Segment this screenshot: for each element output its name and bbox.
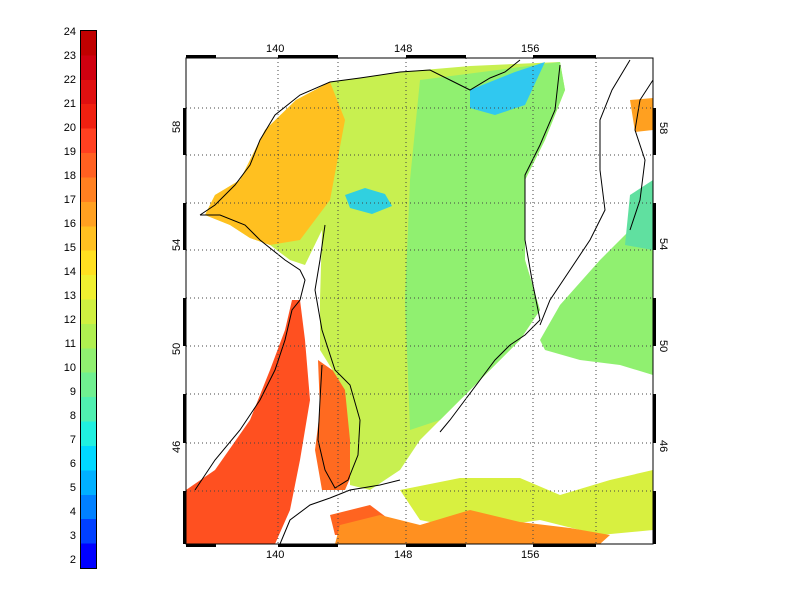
bottom-lon-label: 140: [266, 549, 284, 561]
frame-tick: [183, 203, 186, 250]
colorbar-label: 18: [63, 170, 76, 182]
colorbar-label: 2: [69, 554, 76, 566]
frame-tick: [653, 108, 656, 155]
okhotsk-east-cool: [405, 62, 565, 430]
frame-tick: [406, 55, 466, 58]
coastline-hokkaido: [279, 479, 401, 544]
frame-tick: [533, 544, 596, 547]
left-lat-label: 54: [171, 239, 183, 251]
colorbar-label: 11: [64, 338, 76, 350]
colorbar-label: 17: [63, 194, 76, 206]
colorbar-label: 16: [63, 218, 76, 230]
colorbar-label: 4: [69, 506, 76, 518]
frame-tick: [653, 491, 656, 544]
frame-tick: [183, 491, 186, 544]
colorbar-label: 24: [63, 26, 76, 38]
frame-tick: [183, 394, 186, 443]
frame-tick: [278, 55, 338, 58]
graticule: [186, 58, 653, 544]
right-lat-label: 58: [657, 122, 669, 134]
coastline-sakhalin: [314, 224, 361, 489]
frame-tick: [653, 394, 656, 443]
colorbar-label: 10: [63, 362, 76, 374]
colorbar-label: 13: [63, 290, 76, 302]
top-lon-label: 148: [394, 43, 412, 55]
frame-tick: [406, 544, 466, 547]
frame-tick: [183, 298, 186, 346]
coastlines: [194, 59, 653, 544]
colorbar: [80, 30, 97, 569]
colorbar-label: 8: [69, 410, 76, 422]
colorbar-label: 7: [69, 434, 76, 446]
left-lat-label: 46: [171, 441, 183, 453]
right-lat-label: 50: [657, 340, 669, 352]
south-warm-patches: [335, 510, 610, 544]
colorbar-label: 23: [63, 50, 76, 62]
coastline-kuril: [439, 344, 511, 433]
frame-tick: [653, 298, 656, 346]
cold-patch: [345, 188, 392, 214]
frame-tick: [183, 108, 186, 155]
colorbar-label: 9: [69, 386, 76, 398]
frame-tick: [186, 55, 216, 58]
colorbar-label: 15: [63, 242, 76, 254]
coastline-east-edge: [629, 79, 653, 231]
colorbar-label: 6: [69, 458, 76, 470]
colorbar-label: 22: [63, 74, 76, 86]
colorbar-label: 21: [63, 98, 76, 110]
bottom-lon-label: 148: [394, 549, 412, 561]
bottom-lon-label: 156: [521, 549, 539, 561]
okhotsk-west-warm: [205, 82, 345, 245]
colorbar-label: 19: [63, 146, 76, 158]
colorbar-label: 5: [69, 482, 76, 494]
left-lat-label: 50: [171, 343, 183, 355]
frame-tick: [533, 55, 596, 58]
frame-tick: [653, 203, 656, 250]
mainland-sw-field: [186, 300, 310, 544]
frame-tick: [186, 544, 216, 547]
ne-coast-green: [625, 180, 653, 250]
coastline-kamchatka-west: [509, 64, 561, 346]
colorbar-label: 14: [63, 266, 76, 278]
colorbar-label: 3: [69, 530, 76, 542]
left-lat-label: 58: [171, 121, 183, 133]
map-field: [186, 62, 653, 544]
coastline-mainland: [199, 59, 521, 216]
colorbar-label: 12: [63, 314, 76, 326]
right-lat-label: 46: [657, 440, 669, 452]
top-lon-label: 156: [521, 43, 539, 55]
ne-coast-warm: [630, 98, 653, 132]
frame-ticks: [183, 55, 656, 547]
cold-ne: [470, 62, 545, 115]
coastline-kamchatka-east: [539, 59, 631, 326]
top-lon-label: 140: [266, 43, 284, 55]
coastline-mainland-south: [194, 214, 306, 491]
colorbar-label: 20: [63, 122, 76, 134]
frame-tick: [278, 544, 338, 547]
right-lat-label: 54: [657, 238, 669, 250]
